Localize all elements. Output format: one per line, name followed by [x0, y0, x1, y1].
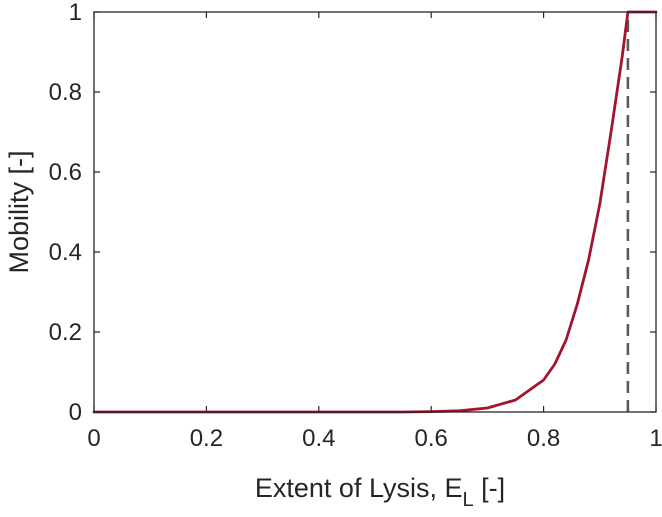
x-axis-label-subscript: L — [462, 489, 473, 511]
x-axis-label-tail: [-] — [474, 473, 506, 503]
x-tick-label: 0 — [87, 425, 100, 452]
y-tick-label: 0 — [69, 399, 82, 426]
data-layer — [92, 10, 658, 414]
y-tick-label: 0.4 — [49, 239, 82, 266]
y-tick-label: 1 — [69, 0, 82, 26]
y-tick-label: 0.2 — [49, 319, 82, 346]
plot-frame — [93, 11, 657, 413]
x-tick-label: 0.6 — [415, 425, 448, 452]
x-axis-label-main: Extent of Lysis, E — [255, 473, 463, 503]
y-axis-label: Mobility [-] — [4, 150, 34, 273]
series-line — [92, 10, 658, 414]
x-axis-label: Extent of Lysis, EL [-] — [255, 473, 505, 511]
y-tick-label: 0.8 — [49, 79, 82, 106]
x-tick-label: 0.2 — [190, 425, 223, 452]
x-tick-label: 1 — [649, 425, 662, 452]
labels-layer: 0 0.2 0.4 0.6 0.8 1 0 0.2 0.4 0.6 0.8 1 — [49, 0, 662, 452]
x-tick-label: 0.4 — [302, 425, 335, 452]
y-tick-label: 0.6 — [49, 159, 82, 186]
x-tick-label: 0.8 — [527, 425, 560, 452]
ticks-layer — [93, 11, 657, 413]
